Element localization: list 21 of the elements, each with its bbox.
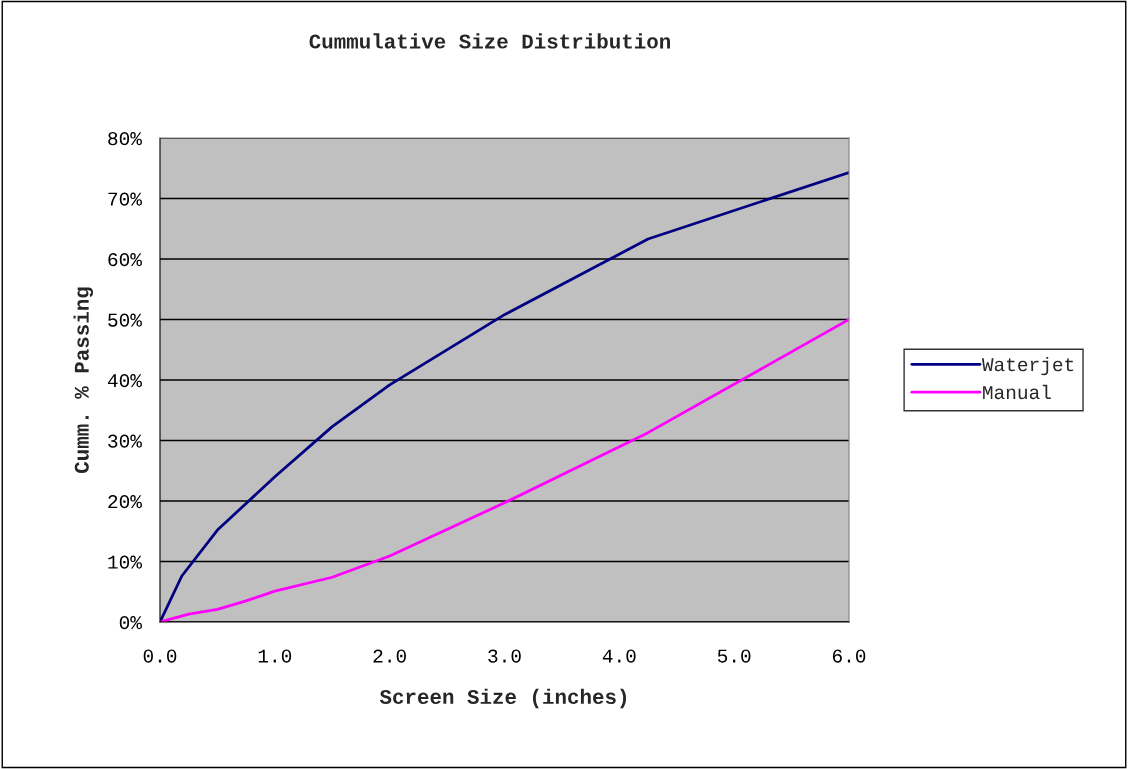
x-tick-label: 6.0 [832,649,866,663]
legend-label: Manual [983,384,1051,400]
x-tick-label: 5.0 [717,649,751,663]
y-tick-label: 80% [108,132,142,146]
x-axis-title: Screen Size (inches) [379,688,627,709]
y-tick-label: 10% [108,555,142,569]
y-tick-label: 70% [108,192,142,206]
x-tick-label: 1.0 [258,649,292,663]
y-tick-label: 30% [108,434,142,448]
x-tick-label: 3.0 [488,649,521,663]
y-tick-label: 50% [108,313,142,327]
y-tick-label: 0% [119,616,142,630]
y-tick-label: 20% [108,495,142,509]
y-tick-label: 60% [108,253,142,267]
x-tick-label: 0.0 [143,649,177,663]
y-tick-label: 40% [107,374,142,388]
x-tick-label: 4.0 [602,649,636,663]
chart-title: Cummulative Size Distribution [309,33,670,49]
legend-label: Waterjet [981,357,1074,376]
x-tick-label: 2.0 [373,649,406,663]
y-axis-title: Cumm. % Passing [73,287,94,473]
